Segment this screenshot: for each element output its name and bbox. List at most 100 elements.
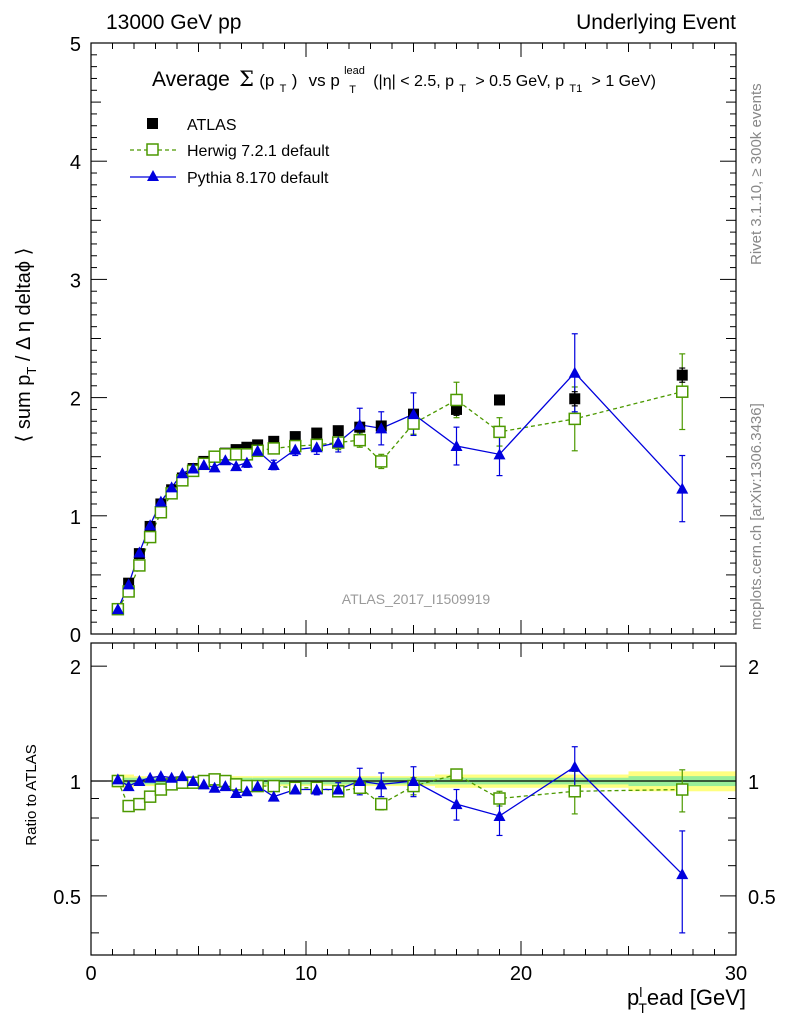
y-tick-label-main: 5 bbox=[70, 34, 81, 56]
ratio-herwig-point bbox=[493, 792, 506, 805]
legend-marker-atlas bbox=[147, 118, 158, 129]
main-panel: 0 1 2 3 4 5 bbox=[70, 34, 737, 955]
herwig-point bbox=[493, 425, 506, 439]
ratio-pythia-point bbox=[230, 787, 243, 799]
ylabel-ratio: Ratio to ATLAS bbox=[23, 744, 40, 845]
watermark: ATLAS_2017_I1509919 bbox=[342, 591, 491, 607]
plot-title: Average Σ (p T ) vs p lead T (|η| < 2.5,… bbox=[152, 58, 656, 98]
ratio-pythia-point bbox=[111, 773, 124, 785]
atlas-point bbox=[676, 369, 688, 381]
pythia-point bbox=[493, 448, 506, 460]
y-tick-label-ratio-left: 1 bbox=[70, 772, 81, 794]
herwig-point bbox=[133, 559, 146, 572]
y-tick-label-main: 4 bbox=[70, 152, 81, 174]
herwig-point bbox=[407, 417, 420, 430]
title-vs: vs p bbox=[309, 71, 340, 90]
herwig-point bbox=[353, 433, 366, 447]
pythia-point bbox=[407, 408, 420, 420]
ratio-pythia-point bbox=[133, 775, 146, 787]
herwig-point bbox=[143, 530, 157, 544]
ratio-pythia-point bbox=[450, 798, 463, 810]
xlabel: pl Tead [GeV] bbox=[627, 984, 746, 1016]
ratio-herwig-point bbox=[143, 790, 157, 803]
xlabel-sup: l bbox=[639, 984, 642, 1000]
pythia-point bbox=[450, 440, 463, 452]
ratio-pythia-point bbox=[144, 771, 157, 783]
ratio-pythia-point bbox=[289, 783, 302, 795]
ratio-pythia-point bbox=[208, 781, 221, 793]
y-tick-label-ratio-right: 0.5 bbox=[748, 887, 776, 909]
x-tick-label: 10 bbox=[295, 963, 317, 985]
title-lead-sup: lead bbox=[344, 65, 365, 77]
y-tick-label-ratio-right: 2 bbox=[748, 657, 759, 679]
pythia-point bbox=[375, 422, 388, 434]
y-tick-label-ratio-left: 0.5 bbox=[53, 887, 81, 909]
y-tick-label-main: 0 bbox=[70, 625, 81, 647]
pythia-point bbox=[267, 458, 280, 470]
ratio-herwig-point bbox=[133, 797, 146, 811]
pythia-point bbox=[165, 481, 178, 493]
pythia-point bbox=[219, 454, 232, 466]
ratio-pythia-point bbox=[197, 778, 210, 790]
title-pt-open: (p bbox=[259, 71, 274, 90]
title-pt1-cut: > 1 GeV) bbox=[592, 73, 656, 90]
ratio-pythia-point bbox=[332, 783, 345, 795]
title-eta-cut: (|η| < 2.5, p bbox=[373, 73, 454, 90]
title-pt-cut: > 0.5 GeV, p bbox=[475, 73, 564, 90]
header-left: 13000 GeV pp bbox=[106, 11, 241, 34]
atlas-point bbox=[268, 435, 280, 447]
pythia-point bbox=[310, 441, 323, 453]
ratio-herwig-point bbox=[122, 799, 135, 813]
ratio-herwig-point bbox=[267, 779, 280, 793]
ratio-pythia-point bbox=[676, 868, 689, 880]
ratio-pythia-point bbox=[568, 760, 581, 772]
pythia-point bbox=[353, 418, 366, 430]
herwig-line bbox=[117, 391, 683, 610]
legend-label-pythia: Pythia 8.170 default bbox=[187, 170, 329, 187]
ylabel-main-sub: T bbox=[24, 367, 39, 375]
ratio-herwig-point bbox=[154, 783, 168, 796]
pythia-point bbox=[240, 456, 253, 468]
ratio-pythia-point bbox=[251, 780, 264, 792]
ratio-pythia-point bbox=[493, 809, 506, 821]
atlas-point bbox=[332, 425, 344, 437]
ratio-pythia-point bbox=[353, 775, 366, 787]
ratio-pythia-point bbox=[375, 778, 388, 790]
x-tick-label: 20 bbox=[510, 963, 532, 985]
xlabel-sub: T bbox=[638, 1000, 647, 1016]
title-lead-sub: T bbox=[349, 84, 356, 96]
atlas-point bbox=[289, 431, 301, 443]
title-eta-sub: T bbox=[459, 83, 466, 95]
ratio-herwig-point bbox=[568, 785, 581, 798]
ratio-herwig-point bbox=[450, 768, 463, 781]
ratio-pythia-point bbox=[187, 775, 200, 787]
ratio-pythia-point bbox=[122, 780, 135, 792]
pythia-point bbox=[176, 467, 189, 479]
ratio-herwig-point bbox=[375, 797, 388, 811]
atlas-point bbox=[569, 393, 581, 405]
x-tick-label: 30 bbox=[725, 963, 747, 985]
legend-marker-pythia bbox=[147, 170, 159, 181]
title-pt1-sub: T1 bbox=[569, 83, 582, 95]
ratio-pythia-point bbox=[267, 790, 280, 802]
herwig-point bbox=[267, 442, 280, 455]
ratio-panel: 0 10 20 30 0.5 0.5 1 1 2 2 bbox=[53, 642, 776, 985]
pythia-point bbox=[154, 495, 167, 507]
pythia-point bbox=[251, 444, 264, 456]
y-tick-label-ratio-left: 2 bbox=[70, 657, 81, 679]
atlas-point bbox=[311, 427, 323, 439]
pythia-point bbox=[289, 443, 302, 455]
pythia-point bbox=[133, 546, 146, 558]
ratio-herwig-point bbox=[676, 783, 689, 796]
pythia-point bbox=[197, 458, 210, 470]
ratio-pythia-point bbox=[240, 785, 253, 797]
title-sigma: Σ bbox=[239, 67, 254, 91]
pythia-line bbox=[117, 371, 683, 610]
pythia-point bbox=[111, 603, 124, 615]
legend-label-herwig: Herwig 7.2.1 default bbox=[187, 143, 330, 160]
herwig-point bbox=[208, 450, 221, 463]
ylabel-main-rest: / Δ η deltaϕ ⟩ bbox=[13, 248, 35, 367]
side-label-rivet: Rivet 3.1.10, ≥ 300k events bbox=[748, 83, 765, 265]
ylabel-main: ⟨ sum pT / Δ η deltaϕ ⟩ bbox=[13, 248, 39, 443]
